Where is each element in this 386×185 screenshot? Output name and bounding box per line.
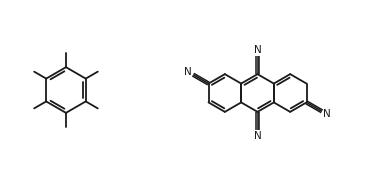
Text: N: N xyxy=(254,45,261,55)
Text: N: N xyxy=(184,67,192,77)
Text: N: N xyxy=(323,109,331,119)
Text: N: N xyxy=(254,131,261,141)
